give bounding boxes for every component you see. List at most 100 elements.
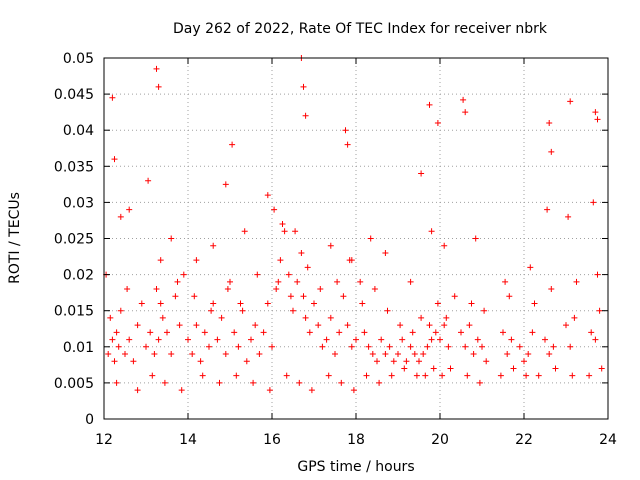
y-tick-label: 0.025 bbox=[54, 232, 94, 248]
data-point bbox=[279, 221, 286, 228]
data-point bbox=[588, 329, 595, 336]
data-point bbox=[153, 65, 160, 72]
data-point bbox=[346, 257, 353, 264]
data-point bbox=[571, 314, 578, 321]
data-point bbox=[172, 293, 179, 300]
data-point bbox=[241, 228, 248, 235]
data-point bbox=[344, 141, 351, 148]
y-tick-label: 0.03 bbox=[63, 195, 94, 211]
data-point bbox=[546, 351, 553, 358]
data-point bbox=[285, 271, 292, 278]
data-point bbox=[256, 351, 263, 358]
data-point bbox=[497, 372, 504, 379]
data-point bbox=[243, 358, 250, 365]
data-point bbox=[338, 379, 345, 386]
y-axis-label: ROTI / TECUs bbox=[7, 192, 23, 284]
data-point bbox=[462, 343, 469, 350]
data-point bbox=[311, 300, 317, 307]
data-point bbox=[384, 307, 391, 314]
data-point bbox=[548, 148, 555, 155]
data-point bbox=[113, 329, 120, 336]
data-point bbox=[216, 379, 223, 386]
data-point bbox=[413, 372, 420, 379]
data-point bbox=[264, 192, 271, 199]
data-point bbox=[371, 286, 378, 293]
data-point bbox=[563, 322, 569, 329]
data-point bbox=[483, 358, 490, 365]
data-point bbox=[342, 127, 349, 134]
data-point bbox=[168, 351, 175, 358]
data-point bbox=[510, 365, 517, 372]
x-tick-label: 22 bbox=[515, 432, 533, 448]
data-point bbox=[222, 351, 229, 358]
data-point bbox=[426, 101, 433, 108]
data-point bbox=[300, 83, 307, 90]
data-point bbox=[434, 300, 441, 307]
y-tick-label: 0.035 bbox=[54, 159, 94, 175]
data-point bbox=[273, 286, 280, 293]
data-point bbox=[407, 278, 414, 285]
data-point bbox=[363, 372, 370, 379]
chart-title: Day 262 of 2022, Rate Of TEC Index for r… bbox=[173, 21, 548, 37]
data-point bbox=[109, 336, 116, 343]
data-point bbox=[304, 264, 311, 271]
data-point bbox=[260, 329, 267, 336]
data-point bbox=[306, 329, 313, 336]
data-point bbox=[105, 351, 112, 358]
data-point bbox=[476, 379, 483, 386]
data-point bbox=[411, 351, 418, 358]
grid-lines bbox=[104, 58, 608, 419]
data-point bbox=[443, 314, 450, 321]
data-point bbox=[210, 300, 217, 307]
data-point bbox=[252, 322, 259, 329]
data-point bbox=[500, 329, 506, 336]
data-point bbox=[294, 278, 301, 285]
data-point bbox=[550, 343, 557, 350]
data-point bbox=[134, 322, 141, 329]
data-point bbox=[390, 358, 397, 365]
data-point bbox=[441, 242, 448, 249]
data-point bbox=[325, 372, 332, 379]
data-point bbox=[470, 351, 477, 358]
data-point bbox=[159, 314, 166, 321]
y-tick-label: 0.015 bbox=[54, 304, 94, 320]
data-point bbox=[168, 235, 175, 242]
data-point bbox=[365, 343, 372, 350]
data-point bbox=[521, 358, 527, 365]
data-point bbox=[323, 336, 330, 343]
data-point bbox=[460, 96, 467, 103]
data-point bbox=[447, 365, 454, 372]
data-point bbox=[542, 336, 548, 343]
data-point bbox=[395, 351, 401, 358]
data-point bbox=[157, 300, 164, 307]
x-tick-label: 12 bbox=[95, 432, 113, 448]
data-point bbox=[317, 286, 324, 293]
data-point bbox=[302, 314, 309, 321]
data-point bbox=[432, 329, 439, 336]
data-point bbox=[426, 322, 433, 329]
data-point bbox=[122, 351, 128, 358]
data-point bbox=[535, 372, 542, 379]
data-point bbox=[210, 242, 217, 249]
data-point bbox=[409, 329, 416, 336]
data-point bbox=[185, 336, 191, 343]
data-point bbox=[239, 307, 246, 314]
data-point bbox=[126, 206, 133, 213]
data-point bbox=[468, 300, 475, 307]
data-point bbox=[434, 119, 441, 126]
data-point bbox=[149, 372, 156, 379]
data-point bbox=[281, 228, 288, 235]
data-point bbox=[437, 336, 443, 343]
data-point bbox=[386, 343, 393, 350]
data-point bbox=[565, 213, 572, 220]
data-point bbox=[369, 351, 376, 358]
data-point bbox=[224, 286, 231, 293]
data-point bbox=[193, 322, 200, 329]
data-point bbox=[544, 206, 551, 213]
data-point bbox=[399, 336, 406, 343]
data-point bbox=[586, 372, 593, 379]
y-axis: 0 0.005 0.01 0.015 0.02 0.025 0.03 0.035 0.04 0.0… bbox=[54, 51, 608, 428]
data-point bbox=[130, 358, 137, 365]
data-point bbox=[235, 343, 242, 350]
data-point bbox=[344, 322, 351, 329]
